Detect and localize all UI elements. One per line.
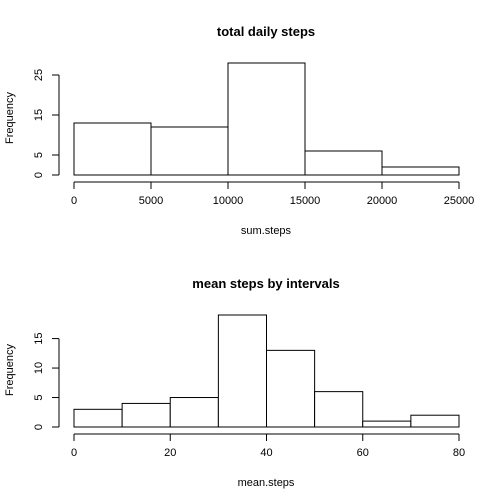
bars: [73, 62, 460, 176]
histogram-bar: [121, 402, 171, 428]
y-tick-label: 15: [33, 109, 45, 121]
y-tick-label: 15: [33, 332, 45, 344]
histogram-bar: [217, 314, 267, 428]
x-tick-label: 20000: [367, 195, 398, 207]
x-tick-label: 60: [357, 447, 369, 459]
histogram-bar: [266, 349, 316, 428]
y-axis-label: Frequency: [4, 92, 16, 144]
y-axis-label: Frequency: [4, 344, 16, 396]
x-tick-label: 25000: [444, 195, 475, 207]
histogram-bar: [362, 420, 412, 428]
histogram-bar: [73, 122, 152, 176]
histogram-bar: [410, 414, 460, 428]
histogram-bar: [314, 391, 364, 428]
x-tick-label: 0: [71, 447, 77, 459]
x-tick-label: 40: [260, 447, 272, 459]
x-axis-label: mean.steps: [238, 477, 295, 489]
y-axis: 0 5 10 15: [33, 332, 60, 430]
histogram-bar: [227, 62, 306, 176]
histogram-bar: [381, 166, 460, 176]
panel-1: total daily steps sum.steps Frequency 0 5…: [4, 24, 474, 237]
histogram-bar: [150, 126, 229, 176]
x-tick-label: 80: [453, 447, 465, 459]
chart-title: mean steps by intervals: [192, 276, 339, 291]
x-tick-label: 5000: [139, 195, 163, 207]
x-axis: 0 5000 10000 15000 20000 25000: [71, 181, 475, 207]
x-tick-label: 20: [164, 447, 176, 459]
histogram-bar: [169, 397, 219, 428]
chart-title: total daily steps: [217, 24, 315, 39]
panel-2: mean steps by intervals mean.steps Frequ…: [4, 276, 465, 489]
x-tick-label: 10000: [213, 195, 244, 207]
x-tick-label: 15000: [290, 195, 321, 207]
y-tick-label: 5: [33, 152, 45, 158]
x-axis-label: sum.steps: [241, 225, 292, 237]
x-axis: 0 20 40 60 80: [71, 433, 465, 459]
y-axis: 0 5 15 25: [33, 69, 60, 178]
y-tick-label: 0: [33, 424, 45, 430]
histogram-bar: [304, 150, 383, 176]
histogram-bar: [73, 408, 123, 428]
y-tick-label: 25: [33, 69, 45, 81]
y-tick-label: 10: [33, 362, 45, 374]
y-tick-label: 5: [33, 394, 45, 400]
x-tick-label: 0: [71, 195, 77, 207]
bars: [73, 314, 460, 428]
y-tick-label: 0: [33, 172, 45, 178]
